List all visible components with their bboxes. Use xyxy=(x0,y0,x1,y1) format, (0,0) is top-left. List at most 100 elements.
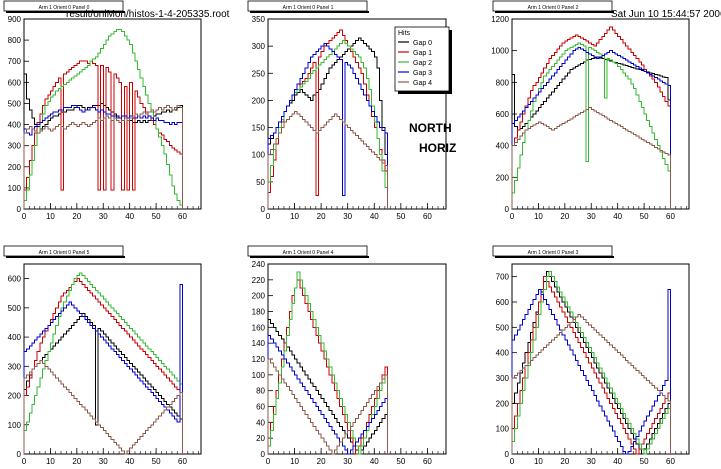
x-tick-label: 10 xyxy=(46,212,55,221)
y-tick-label: 220 xyxy=(252,276,266,285)
x-tick-label: 50 xyxy=(152,457,161,466)
y-tick-label: 300 xyxy=(8,362,22,371)
histogram-gap-2 xyxy=(267,40,389,209)
x-tick-label: 60 xyxy=(178,457,187,466)
histogram-gap-2 xyxy=(267,271,389,455)
y-tick-label: 100 xyxy=(8,184,22,193)
x-tick-label: 40 xyxy=(125,212,134,221)
x-tick-label: 60 xyxy=(423,212,432,221)
panel-title: Arm 1 Orient 0 Panel 5 xyxy=(39,250,90,256)
y-tick-label: 800 xyxy=(8,36,22,45)
histogram-gap-4 xyxy=(511,107,672,209)
x-tick-label: 0 xyxy=(266,212,271,221)
histogram-gap-3 xyxy=(23,105,184,209)
x-tick-label: 60 xyxy=(666,457,675,466)
histogram-gap-1 xyxy=(511,26,672,209)
x-tick-label: 30 xyxy=(99,457,108,466)
legend-entry: Gap 3 xyxy=(413,70,432,77)
y-tick-label: 300 xyxy=(252,42,266,51)
histogram-gap-2 xyxy=(23,29,184,209)
y-tick-label: 600 xyxy=(496,298,510,307)
x-tick-label: 30 xyxy=(587,457,596,466)
x-tick-label: 20 xyxy=(560,212,569,221)
x-tick-label: 60 xyxy=(423,457,432,466)
x-tick-label: 40 xyxy=(370,457,379,466)
histogram-gap-1 xyxy=(511,276,672,455)
y-tick-label: 80 xyxy=(256,387,265,396)
y-tick-label: 140 xyxy=(252,339,266,348)
y-tick-label: 100 xyxy=(252,371,266,380)
x-tick-label: 20 xyxy=(560,457,569,466)
histogram-gap-2 xyxy=(511,271,672,455)
panel-title: Arm 1 Orient 0 Panel 1 xyxy=(283,5,334,11)
y-tick-label: 50 xyxy=(256,178,265,187)
x-tick-label: 50 xyxy=(640,457,649,466)
histogram-gap-3 xyxy=(267,334,389,455)
legend-entry: Gap 2 xyxy=(413,60,432,67)
y-tick-label: 20 xyxy=(256,434,265,443)
legend-box xyxy=(394,26,450,92)
histogram-gap-3 xyxy=(23,283,184,454)
x-tick-label: 30 xyxy=(587,212,596,221)
x-tick-label: 40 xyxy=(613,457,622,466)
x-tick-label: 0 xyxy=(22,212,27,221)
panel-title-shadow xyxy=(495,256,614,258)
x-tick-label: 10 xyxy=(534,212,543,221)
x-tick-label: 50 xyxy=(640,212,649,221)
y-tick-label: 800 xyxy=(496,78,510,87)
x-tick-label: 60 xyxy=(178,212,187,221)
histogram-gap-4 xyxy=(267,358,389,455)
x-tick-label: 30 xyxy=(343,212,352,221)
x-tick-label: 10 xyxy=(534,457,543,466)
y-tick-label: 1000 xyxy=(491,47,509,56)
x-tick-label: 20 xyxy=(72,457,81,466)
legend-entry: Gap 0 xyxy=(413,40,432,47)
y-tick-label: 600 xyxy=(8,78,22,87)
panel-title: Arm 1 Orient 0 Panel 2 xyxy=(528,5,579,11)
y-tick-label: 1200 xyxy=(491,15,509,24)
x-tick-label: 30 xyxy=(99,212,108,221)
y-tick-label: 120 xyxy=(252,355,266,364)
y-tick-label: 60 xyxy=(256,403,265,412)
plot-frame xyxy=(23,263,202,455)
x-tick-label: 0 xyxy=(22,457,27,466)
side-label: NORTH xyxy=(409,121,452,135)
y-tick-label: 300 xyxy=(496,374,510,383)
histogram-gap-1 xyxy=(267,279,389,455)
histogram-gap-2 xyxy=(511,42,672,209)
x-tick-label: 0 xyxy=(510,457,515,466)
y-tick-label: 200 xyxy=(252,96,266,105)
y-tick-label: 0 xyxy=(261,205,266,214)
y-tick-label: 180 xyxy=(252,308,266,317)
x-tick-label: 30 xyxy=(343,457,352,466)
x-tick-label: 40 xyxy=(613,212,622,221)
x-tick-label: 20 xyxy=(317,457,326,466)
y-tick-label: 350 xyxy=(252,15,266,24)
x-tick-label: 40 xyxy=(370,212,379,221)
y-tick-label: 240 xyxy=(252,260,266,269)
x-tick-label: 50 xyxy=(396,212,405,221)
timestamp: Sat Jun 10 15:44:57 2006 xyxy=(611,9,721,20)
x-tick-label: 10 xyxy=(290,212,299,221)
x-tick-label: 40 xyxy=(125,457,134,466)
y-tick-label: 400 xyxy=(8,333,22,342)
x-tick-label: 0 xyxy=(510,212,515,221)
y-tick-label: 0 xyxy=(505,205,510,214)
y-tick-label: 200 xyxy=(8,392,22,401)
histogram-gap-0 xyxy=(23,313,184,454)
y-tick-label: 200 xyxy=(496,173,510,182)
y-tick-label: 0 xyxy=(17,450,22,459)
panel-title-shadow xyxy=(6,11,125,13)
y-tick-label: 400 xyxy=(496,142,510,151)
y-tick-label: 100 xyxy=(252,151,266,160)
y-tick-label: 0 xyxy=(261,450,266,459)
histogram-gap-3 xyxy=(267,42,389,209)
histogram-gap-2 xyxy=(23,272,184,454)
histogram-gap-0 xyxy=(267,37,389,209)
histogram-gap-4 xyxy=(511,314,672,454)
y-tick-label: 40 xyxy=(256,418,265,427)
legend-entry: Gap 4 xyxy=(413,80,432,87)
y-tick-label: 200 xyxy=(252,292,266,301)
panel-title: Arm 1 Orient 0 Panel 3 xyxy=(528,250,579,256)
